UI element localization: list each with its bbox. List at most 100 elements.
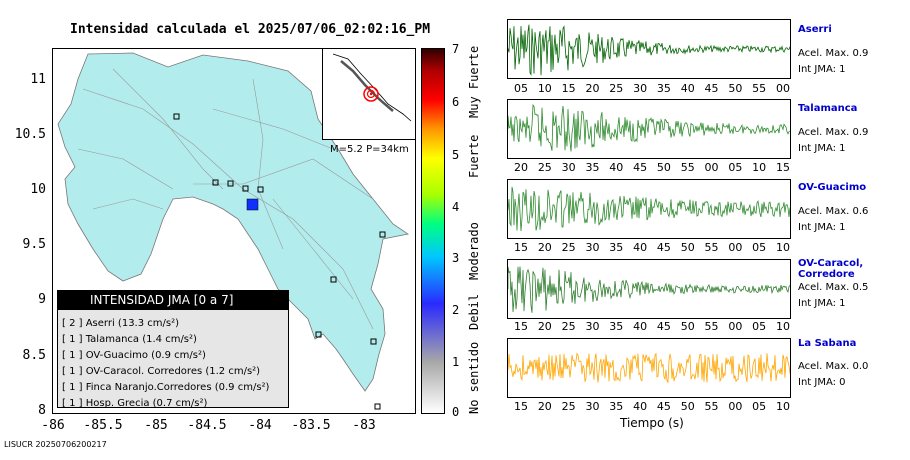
time-tick-label: 00 — [728, 320, 743, 333]
time-tick-label: 25 — [561, 400, 576, 413]
time-tick-label: 00 — [728, 241, 743, 254]
colorbar-tick: 0 — [452, 405, 460, 419]
legend-item: [ 1 ] Hosp. Grecia (0.7 cm/s²) — [62, 398, 208, 409]
legend-header: INTENSIDAD JMA [0 a 7] — [58, 291, 288, 310]
station-name[interactable]: Aserri — [798, 24, 832, 35]
seismogram-trace — [508, 352, 790, 384]
time-ticks: 20 25 30 35 40 45 50 55 00 05 10 15 — [507, 161, 790, 175]
seismogram-trace — [508, 266, 790, 313]
map-ytick: 9.5 — [22, 237, 46, 252]
station-markers — [173, 113, 386, 410]
colorbar-word-debil: Debil — [467, 293, 481, 330]
time-tick-label: 20 — [537, 400, 552, 413]
time-tick-label: 30 — [585, 241, 600, 254]
colorbar-tick: 4 — [452, 200, 460, 214]
station-int: Int JMA: 0 — [798, 377, 846, 388]
costa-rica-landmass — [57, 52, 410, 392]
time-tick-label: 00 — [704, 161, 719, 174]
colorbar-word-fuerte: Fuerte — [467, 134, 481, 178]
time-tick-label: 30 — [585, 320, 600, 333]
time-tick-label: 05 — [728, 161, 743, 174]
colorbar-tick: 3 — [452, 251, 460, 265]
station-name[interactable]: Talamanca — [798, 103, 858, 114]
station-acel: Acel. Max. 0.9 — [798, 127, 869, 138]
inset-map — [322, 48, 416, 140]
time-tick-label: 15 — [514, 400, 528, 413]
map-ytick: 11 — [30, 72, 46, 87]
time-tick-label: 50 — [680, 320, 695, 333]
time-tick-label: 50 — [680, 400, 695, 413]
legend-item: [ 1 ] Finca Naranjo.Corredores (0.9 cm/s… — [62, 382, 270, 393]
station-int: Int JMA: 1 — [798, 222, 846, 233]
time-tick-label: 15 — [561, 82, 576, 95]
map-ytick: 10.5 — [14, 127, 46, 142]
time-tick-label: 05 — [514, 82, 528, 95]
station-acel: Acel. Max. 0.6 — [798, 206, 869, 217]
time-tick-label: 20 — [585, 82, 600, 95]
time-tick-label: 50 — [656, 161, 671, 174]
inset-epicenter-ring — [363, 86, 379, 102]
colorbar-tick: 5 — [452, 148, 460, 162]
time-tick-label: 25 — [537, 161, 552, 174]
map-ytick: 8 — [38, 403, 46, 418]
time-tick-label: 55 — [704, 241, 719, 254]
colorbar-tick: 2 — [452, 303, 460, 317]
time-tick-label: 40 — [680, 82, 695, 95]
colorbar-tick: 1 — [452, 355, 460, 369]
time-tick-label: 30 — [633, 82, 648, 95]
waveform-talamanca — [507, 99, 791, 159]
time-tick-label: 10 — [752, 161, 767, 174]
time-tick-label: 40 — [633, 400, 648, 413]
time-tick-label: 15 — [514, 241, 528, 254]
time-tick-label: 50 — [680, 241, 695, 254]
time-tick-label: 55 — [704, 320, 719, 333]
intensity-legend: INTENSIDAD JMA [0 a 7] [ 2 ] Aserri (13.… — [57, 290, 289, 409]
map-xtick: -85.5 — [83, 418, 123, 433]
time-tick-label: 35 — [609, 400, 624, 413]
time-tick-label: 25 — [561, 241, 576, 254]
time-tick-label: 15 — [776, 161, 790, 174]
time-tick-label: 35 — [656, 82, 671, 95]
road-network — [77, 68, 374, 330]
time-ticks: 15 20 25 30 35 40 45 50 55 00 05 10 — [507, 400, 790, 414]
time-tick-label: 15 — [514, 320, 528, 333]
page-title: Intensidad calculada el 2025/07/06_02:02… — [70, 22, 431, 37]
time-tick-label: 55 — [680, 161, 695, 174]
station-name[interactable]: OV-Caracol, Corredore — [798, 258, 864, 280]
time-tick-label: 40 — [633, 320, 648, 333]
time-axis-label: Tiempo (s) — [620, 416, 684, 430]
time-tick-label: 30 — [561, 161, 576, 174]
station-name[interactable]: OV-Guacimo — [798, 182, 867, 193]
epicenter-marker — [246, 198, 259, 211]
footer-id: LISUCR 20250706200217 — [4, 440, 107, 449]
station-name[interactable]: La Sabana — [798, 338, 857, 349]
waveform-la-sabana — [507, 338, 791, 398]
colorbar-word-muy-fuerte: Muy Fuerte — [467, 45, 481, 118]
intensity-colorbar — [421, 48, 445, 414]
time-tick-label: 20 — [537, 241, 552, 254]
time-tick-label: 05 — [752, 320, 767, 333]
time-tick-label: 45 — [656, 241, 671, 254]
colorbar-tick: 6 — [452, 95, 460, 109]
station-int: Int JMA: 1 — [798, 143, 846, 154]
waveform-ov-caracol — [507, 259, 791, 319]
time-tick-label: 05 — [752, 400, 767, 413]
station-acel: Acel. Max. 0.0 — [798, 361, 869, 372]
magnitude-depth-label: M=5.2 P=34km — [330, 144, 409, 155]
map-xtick: -83 — [352, 418, 376, 433]
station-int: Int JMA: 1 — [798, 64, 846, 75]
colorbar-word-moderado: Moderado — [467, 222, 481, 280]
seismogram-trace — [508, 104, 790, 152]
map-ytick: 8.5 — [22, 348, 46, 363]
time-tick-label: 25 — [609, 82, 624, 95]
time-tick-label: 40 — [609, 161, 624, 174]
map-xtick: -84 — [248, 418, 272, 433]
time-ticks: 15 20 25 30 35 40 45 50 55 00 05 10 — [507, 320, 790, 334]
time-ticks: 15 20 25 30 35 40 45 50 55 00 05 10 — [507, 241, 790, 255]
map-xtick: -83.5 — [291, 418, 331, 433]
colorbar-word-no-sentido: No sentido — [467, 341, 481, 414]
colorbar-tick: 7 — [452, 42, 460, 56]
station-int: Int JMA: 1 — [798, 298, 846, 309]
time-tick-label: 45 — [633, 161, 648, 174]
time-tick-label: 00 — [776, 82, 790, 95]
